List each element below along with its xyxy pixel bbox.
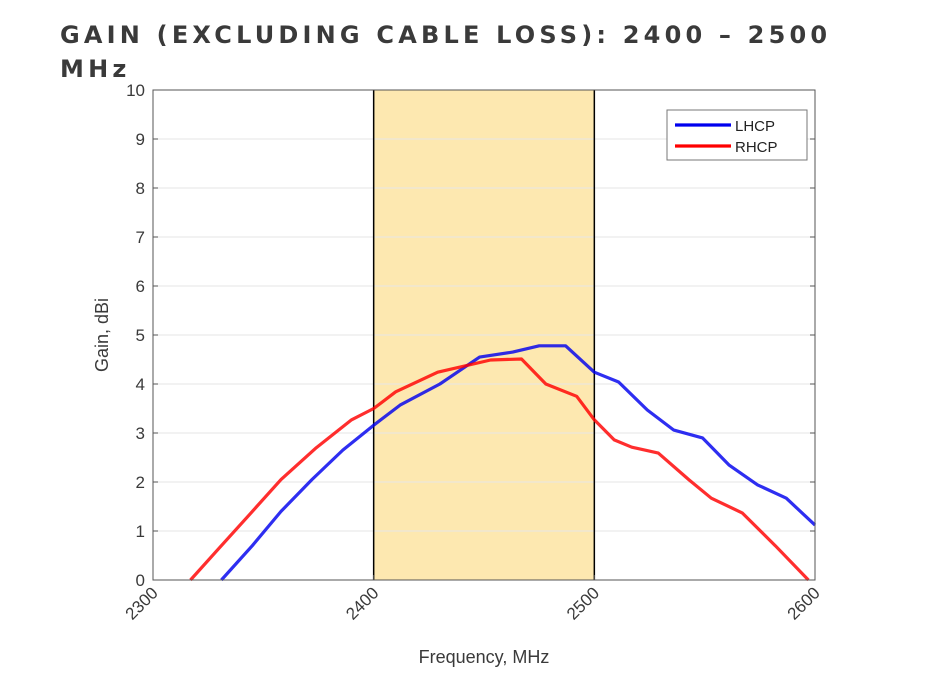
- y-tick-label: 2: [136, 473, 145, 492]
- y-tick-label: 9: [136, 130, 145, 149]
- legend: LHCP RHCP: [666, 109, 808, 161]
- legend-label-rhcp: RHCP: [735, 139, 778, 156]
- y-axis-label: Gain, dBi: [92, 298, 112, 372]
- y-tick-label: 0: [136, 571, 145, 590]
- y-tick-label: 1: [136, 522, 145, 541]
- x-tick-label: 2400: [342, 583, 382, 623]
- y-tick-label: 3: [136, 424, 145, 443]
- y-tick-label: 6: [136, 277, 145, 296]
- y-tick-label: 5: [136, 326, 145, 345]
- y-tick-label: 10: [126, 81, 145, 100]
- series-line-lhcp: [220, 344, 817, 582]
- chart-title: GAIN (EXCLUDING CABLE LOSS): 2400 – 2500…: [60, 21, 832, 83]
- x-tick-label: 2600: [784, 583, 824, 623]
- y-tick-label: 7: [136, 228, 145, 247]
- legend-box: [666, 109, 808, 161]
- x-tick-label: 2500: [563, 583, 603, 623]
- x-tick-label: 2300: [122, 583, 162, 623]
- series-line-rhcp: [189, 357, 810, 582]
- y-tick-label: 4: [136, 375, 145, 394]
- y-tick-label: 8: [136, 179, 145, 198]
- x-axis-label: Frequency, MHz: [419, 647, 550, 667]
- legend-label-lhcp: LHCP: [735, 118, 775, 135]
